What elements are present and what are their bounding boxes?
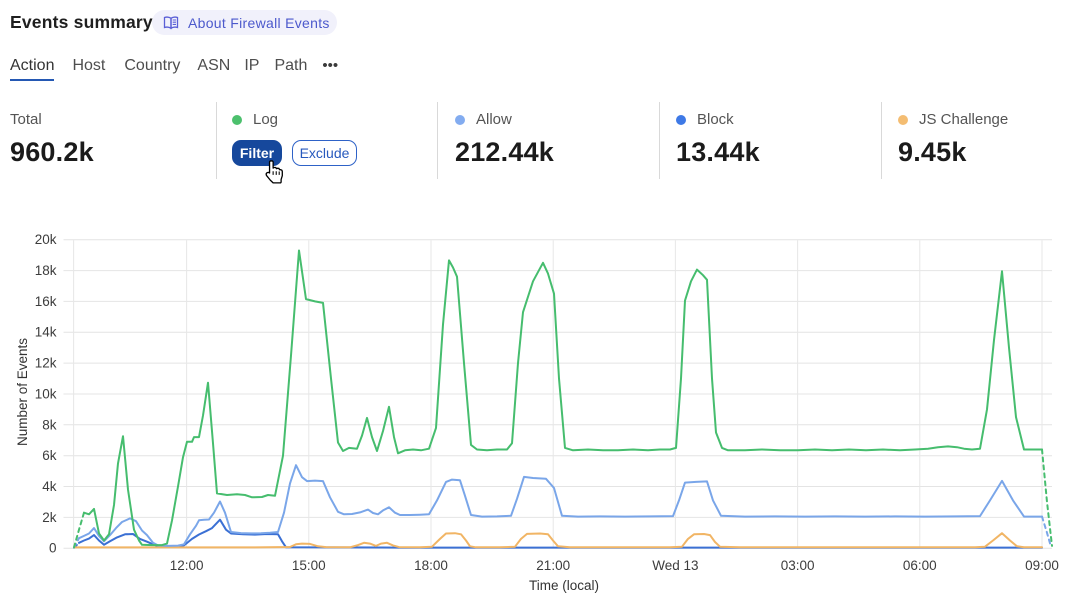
svg-text:12k: 12k: [35, 356, 57, 371]
svg-text:18:00: 18:00: [414, 558, 448, 573]
svg-text:06:00: 06:00: [903, 558, 937, 573]
svg-text:14k: 14k: [35, 325, 57, 340]
svg-text:03:00: 03:00: [781, 558, 815, 573]
svg-text:18k: 18k: [35, 263, 57, 278]
svg-text:Wed 13: Wed 13: [652, 558, 698, 573]
svg-text:0: 0: [49, 541, 57, 556]
svg-text:6k: 6k: [42, 448, 57, 463]
svg-text:15:00: 15:00: [292, 558, 326, 573]
svg-text:12:00: 12:00: [170, 558, 204, 573]
svg-text:21:00: 21:00: [536, 558, 570, 573]
svg-text:Time (local): Time (local): [529, 578, 599, 593]
svg-text:20k: 20k: [35, 232, 57, 247]
svg-text:8k: 8k: [42, 417, 57, 432]
svg-text:16k: 16k: [35, 294, 57, 309]
svg-text:Number of Events: Number of Events: [15, 338, 30, 446]
svg-text:2k: 2k: [42, 510, 57, 525]
svg-text:09:00: 09:00: [1025, 558, 1059, 573]
svg-text:10k: 10k: [35, 387, 57, 402]
svg-text:4k: 4k: [42, 479, 57, 494]
